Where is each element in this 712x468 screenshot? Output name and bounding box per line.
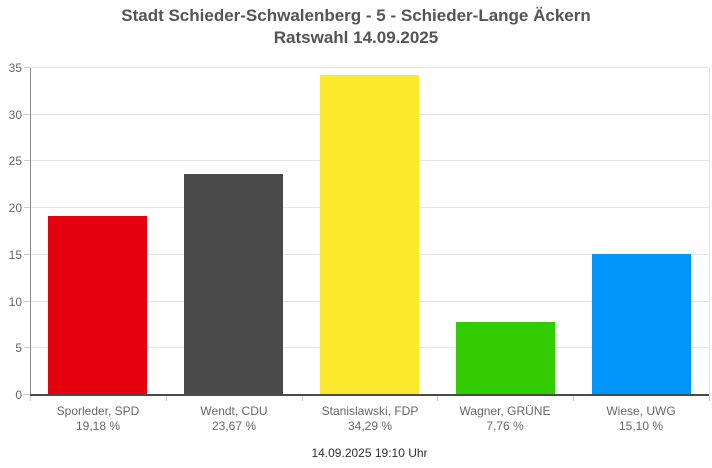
chart-title: Stadt Schieder-Schwalenberg - 5 - Schied… [0, 5, 712, 49]
bar-wendt-cdu[interactable] [184, 174, 283, 395]
y-axis-tick [24, 160, 30, 161]
y-axis-line [30, 68, 31, 396]
category-label-sporleder-spd: Sporleder, SPD [56, 404, 140, 418]
category-percent-stanislawski-fdp: 34,29 % [347, 419, 393, 433]
y-axis-tick-label: 15 [8, 248, 22, 262]
x-axis-tick [30, 395, 31, 401]
y-axis-tick-label: 35 [8, 61, 22, 75]
y-axis-tick-label: 30 [8, 108, 22, 122]
y-axis-tick [24, 67, 30, 68]
y-axis-tick [24, 114, 30, 115]
category-percent-sporleder-spd: 19,18 % [75, 419, 121, 433]
y-axis-tick-label: 25 [8, 154, 22, 168]
category-label-wendt-cdu: Wendt, CDU [200, 404, 268, 418]
category-percent-wendt-cdu: 23,67 % [211, 419, 257, 433]
category-label-wagner-gruene: Wagner, GRÜNE [459, 404, 551, 418]
chart-timestamp: 14.09.2025 19:10 Uhr [311, 446, 428, 460]
x-axis-line [30, 394, 709, 396]
x-axis-tick [302, 395, 303, 401]
y-axis-tick [24, 394, 30, 395]
x-axis-tick [437, 395, 438, 401]
y-axis-tick-label: 20 [8, 201, 22, 215]
chart-title-line2: Ratswahl 14.09.2025 [273, 28, 439, 47]
y-axis-tick [24, 207, 30, 208]
y-axis-tick [24, 301, 30, 302]
x-axis-tick [573, 395, 574, 401]
bar-stanislawski-fdp[interactable] [320, 75, 419, 395]
bar-wagner-gruene[interactable] [456, 322, 555, 395]
category-percent-wiese-uwg: 15,10 % [618, 419, 664, 433]
category-label-stanislawski-fdp: Stanislawski, FDP [321, 404, 419, 418]
bar-wiese-uwg[interactable] [592, 254, 691, 395]
y-axis-tick [24, 254, 30, 255]
y-axis-tick [24, 347, 30, 348]
plot-right-border [709, 68, 710, 395]
category-percent-wagner-gruene: 7,76 % [486, 419, 524, 433]
bar-sporleder-spd[interactable] [48, 216, 147, 395]
x-axis-tick [709, 395, 710, 401]
chart-title-line1: Stadt Schieder-Schwalenberg - 5 - Schied… [121, 6, 591, 25]
x-axis-tick [166, 395, 167, 401]
y-axis-tick-label: 10 [8, 295, 22, 309]
y-axis-tick-label: 5 [15, 341, 22, 355]
gridline [30, 67, 709, 68]
y-axis-tick-label: 0 [15, 388, 22, 402]
category-label-wiese-uwg: Wiese, UWG [606, 404, 676, 418]
